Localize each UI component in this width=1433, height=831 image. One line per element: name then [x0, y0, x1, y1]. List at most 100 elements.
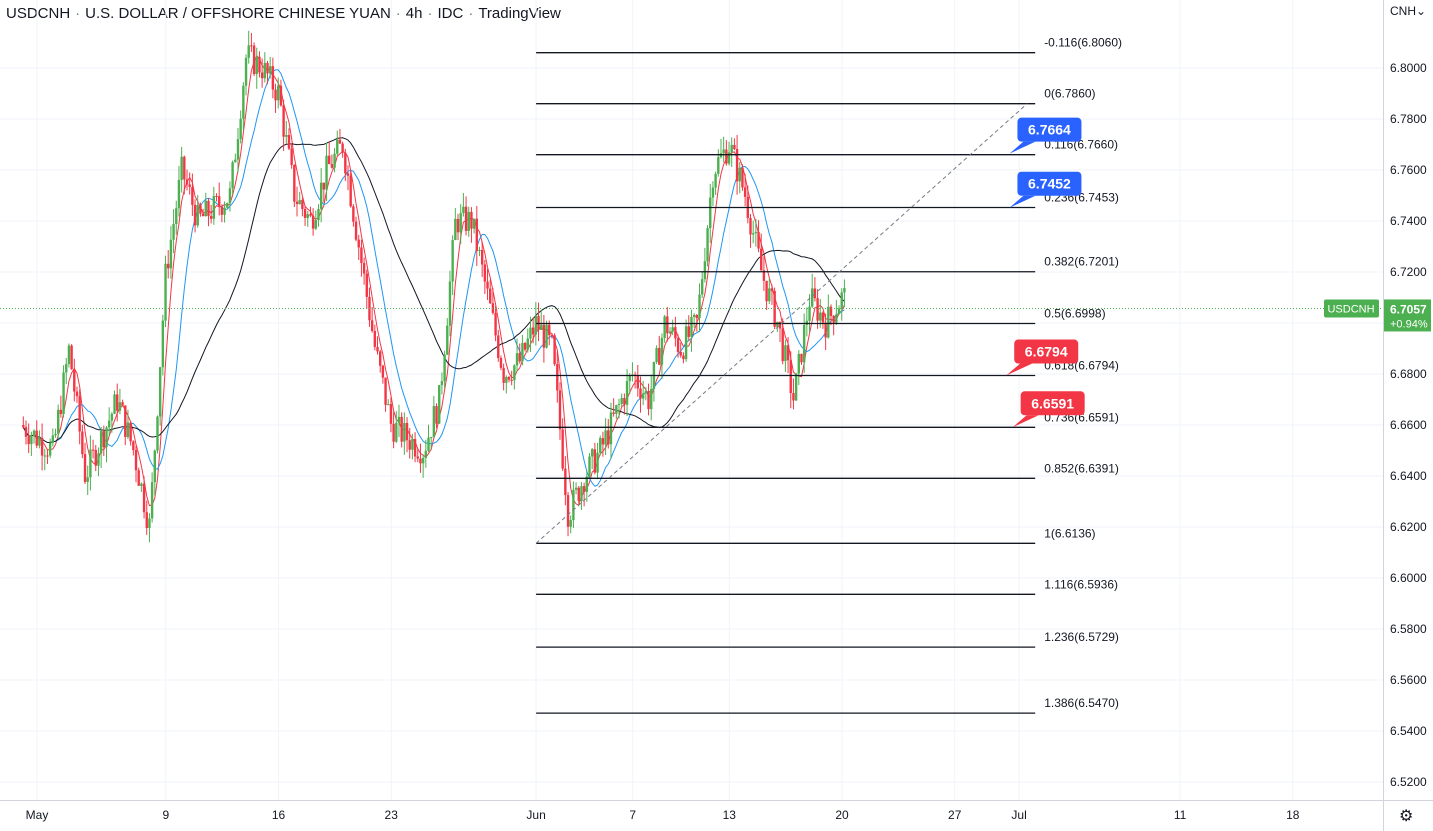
- y-tick-label: 6.5400: [1390, 724, 1427, 738]
- y-tick-label: 6.5600: [1390, 673, 1427, 687]
- y-tick-label: 6.7800: [1390, 112, 1427, 126]
- fibonacci-retracement[interactable]: -0.116(6.8060)0(6.7860)0.116(6.7660)0.23…: [536, 36, 1122, 714]
- candle-body: [70, 345, 73, 370]
- candle-body: [148, 518, 151, 529]
- callout-box: [1020, 391, 1085, 416]
- candle-body: [416, 456, 419, 459]
- candle-body: [727, 152, 731, 164]
- candle-body: [282, 105, 285, 137]
- candle-body: [242, 85, 245, 119]
- candle-body: [548, 324, 551, 336]
- candle-body: [829, 306, 833, 316]
- candle-body: [408, 440, 411, 450]
- candle-body: [360, 247, 363, 264]
- y-tick-label: 6.6600: [1390, 418, 1427, 432]
- candle-body: [172, 223, 175, 240]
- candle-body: [588, 456, 591, 477]
- price-change-label: +0.94%: [1390, 318, 1428, 330]
- symbol-tag-box: [1324, 299, 1379, 318]
- fib-level-label: 0.852(6.6391): [1044, 461, 1119, 475]
- candle-body: [636, 375, 639, 389]
- time-axis[interactable]: May 9 16 23 Jun 7 13 20 27 Jul 11 18: [26, 808, 1300, 822]
- candle-body: [212, 195, 216, 219]
- candle-body: [486, 281, 489, 289]
- currency-selector[interactable]: CNH⌄: [1390, 4, 1426, 18]
- candle-body: [395, 422, 398, 442]
- candle-body: [169, 239, 173, 269]
- candle-body: [510, 379, 513, 381]
- candle-body: [27, 436, 30, 445]
- candle-body: [86, 477, 89, 482]
- y-tick-label: 6.7600: [1390, 163, 1427, 177]
- candle-body: [236, 139, 240, 160]
- candle-body: [824, 322, 827, 338]
- trendline[interactable]: [535, 103, 1028, 544]
- candle-body: [582, 486, 586, 492]
- candle-body: [277, 85, 280, 101]
- candle-body: [451, 239, 454, 282]
- candle-body: [494, 312, 497, 336]
- candle-body: [274, 89, 277, 101]
- candle-body: [325, 155, 328, 190]
- candle-body: [252, 45, 256, 75]
- candle-body: [362, 263, 366, 274]
- candle-body: [373, 331, 377, 347]
- symbol-tag: USDCNH: [1327, 303, 1374, 315]
- moving-average-mid: [22, 69, 845, 487]
- candle-body: [137, 470, 140, 486]
- candle-body: [792, 393, 795, 401]
- candle-body: [314, 220, 317, 229]
- candle-body: [94, 449, 97, 466]
- chart-title: USDCNH · U.S. DOLLAR / OFFSHORE CHINESE YU…: [6, 5, 561, 22]
- fib-level-label: 1.116(6.5936): [1044, 577, 1118, 591]
- candle-body: [768, 288, 771, 302]
- candle-body: [387, 404, 390, 406]
- candle-body: [531, 327, 535, 335]
- candle-body: [99, 431, 103, 454]
- candle-body: [666, 316, 669, 334]
- candle-body: [56, 409, 60, 434]
- candle-body: [722, 149, 725, 154]
- y-tick-label: 6.6200: [1390, 520, 1427, 534]
- x-tick-label: 13: [723, 808, 737, 822]
- candle-body: [446, 325, 449, 355]
- price-axis[interactable]: 6.80006.78006.76006.74006.72006.70006.68…: [1390, 61, 1427, 789]
- candle-body: [239, 118, 242, 140]
- candle-body: [161, 320, 165, 368]
- y-tick-label: 6.6400: [1390, 469, 1427, 483]
- candle-body: [336, 139, 339, 154]
- chevron-down-icon: ⌄: [1416, 4, 1427, 18]
- candle-body: [384, 377, 387, 405]
- interval-label[interactable]: 4h: [405, 5, 423, 22]
- candle-body: [443, 354, 446, 382]
- source-label: TradingView: [478, 5, 561, 22]
- candle-body: [140, 483, 143, 486]
- price-callouts[interactable]: 6.7664 6.7452 6.6794 6.6591: [1006, 117, 1085, 428]
- candle-body: [196, 205, 199, 226]
- candle-body: [188, 184, 191, 187]
- candle-body: [89, 449, 92, 478]
- candle-body: [427, 437, 430, 451]
- candle-body: [389, 404, 393, 424]
- candle-body: [676, 338, 680, 352]
- callout-value: 6.7664: [1028, 122, 1071, 138]
- fib-level-label: -0.116(6.8060): [1044, 36, 1122, 50]
- candle-body: [765, 280, 768, 302]
- candle-body: [639, 388, 642, 399]
- candle-body: [843, 288, 846, 293]
- candle-body: [357, 239, 360, 248]
- gear-icon[interactable]: ⚙: [1399, 808, 1414, 825]
- callout-box: [1017, 171, 1082, 196]
- x-tick-label: 7: [629, 808, 636, 822]
- candle-body: [784, 345, 787, 362]
- candle-body: [191, 186, 194, 205]
- candle-body: [344, 152, 347, 174]
- candle-body: [700, 279, 704, 295]
- candle-body: [105, 427, 108, 448]
- candle-body: [655, 348, 658, 363]
- candle-body: [397, 416, 401, 423]
- candle-body: [674, 327, 677, 339]
- candle-body: [743, 187, 747, 197]
- candle-body: [475, 218, 478, 251]
